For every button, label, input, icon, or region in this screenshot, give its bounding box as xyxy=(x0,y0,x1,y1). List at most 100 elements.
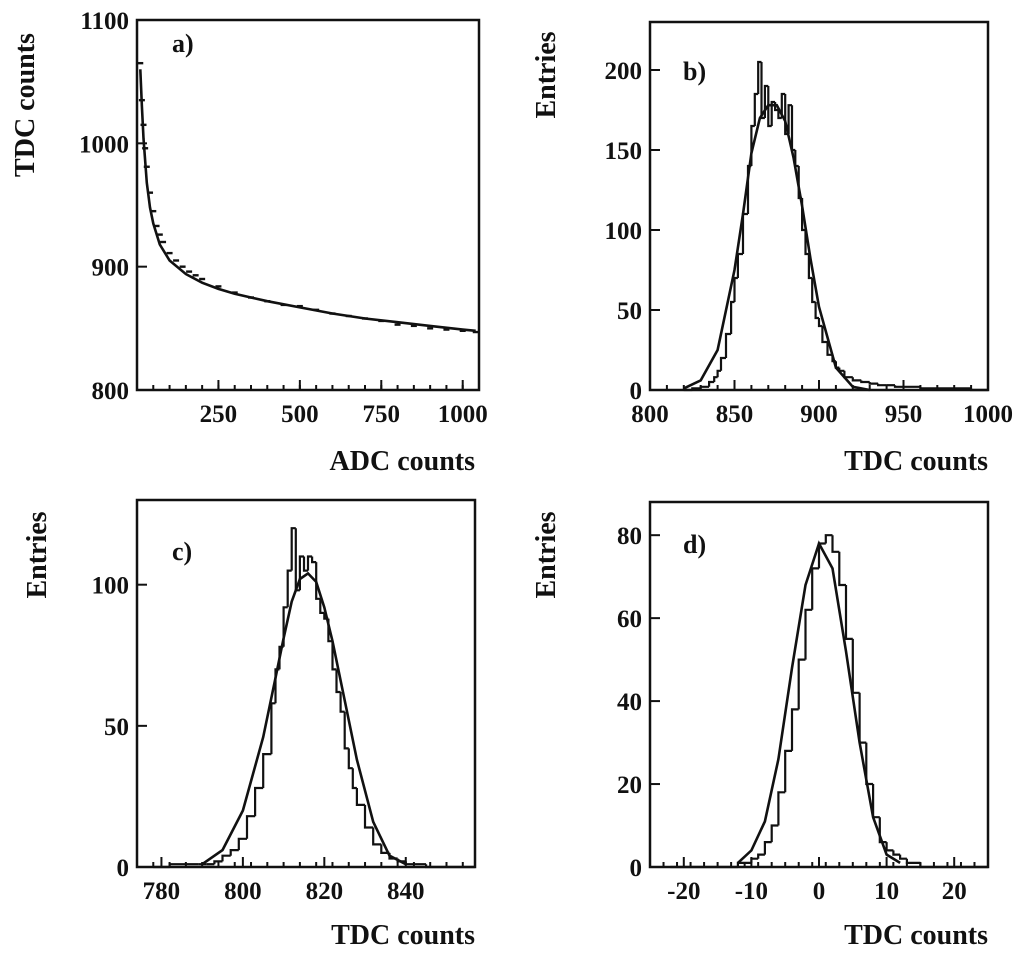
hist-bin-d-23 xyxy=(885,842,894,852)
hist-bin-d-14 xyxy=(824,534,833,544)
hist-bin-c-7 xyxy=(229,849,239,856)
y-tick-label-b-2: 100 xyxy=(605,218,643,245)
panel-label-d: d) xyxy=(683,530,706,559)
hist-bin-d-3 xyxy=(750,857,759,863)
marks-a xyxy=(137,61,479,334)
hist-bin-b-3 xyxy=(708,380,715,387)
hist-bin-b-32 xyxy=(814,302,819,320)
fit-curve-d xyxy=(737,540,901,865)
hist-bin-c-12 xyxy=(270,702,276,755)
marks-b xyxy=(683,60,988,392)
hist-bin-d-22 xyxy=(878,817,887,844)
hist-bin-b-25 xyxy=(790,105,796,152)
hist-bin-d-6 xyxy=(770,824,779,843)
plot-frame-c xyxy=(135,498,477,869)
x-tick-label-d-4: 20 xyxy=(942,878,967,905)
hist-bin-c-10 xyxy=(254,786,264,817)
x-tick-label-a-1: 500 xyxy=(281,401,319,428)
hist-bin-b-34 xyxy=(821,326,828,344)
hist-bin-b-11 xyxy=(741,212,748,254)
x-tick-label-b-4: 1000 xyxy=(963,401,1013,428)
panel-d: d) TDC counts Entries -20 -10 0 10 20 0 20 40 60… xyxy=(531,500,990,951)
hist-bin-b-16 xyxy=(760,62,765,120)
y-tick-label-b-1: 50 xyxy=(617,298,642,325)
x-tick-label-d-0: -20 xyxy=(667,878,700,905)
hist-bin-c-16 xyxy=(286,569,292,608)
x-tick-label-a-3: 1000 xyxy=(438,401,488,428)
x-tick-label-b-1: 850 xyxy=(716,401,754,428)
hist-bin-d-27 xyxy=(919,862,955,869)
hist-bin-c-5 xyxy=(213,860,223,865)
y-axis-label-d: Entries xyxy=(531,511,562,598)
fit-curve-b xyxy=(683,103,870,392)
hist-bin-b-4 xyxy=(713,376,718,382)
x-tick-label-c-0: 780 xyxy=(143,878,181,905)
hist-bin-b-30 xyxy=(807,254,813,280)
hist-bin-b-50 xyxy=(970,388,988,392)
y-tick-label-d-1: 20 xyxy=(617,772,642,799)
x-axis-label-d: TDC counts xyxy=(844,920,988,951)
hist-bin-d-19 xyxy=(858,692,867,744)
ticks-c: 780 800 820 840 0 50 100 xyxy=(92,573,464,905)
hist-bin-c-22 xyxy=(311,556,317,564)
x-tick-label-d-2: 0 xyxy=(813,878,826,905)
hist-bin-c-30 xyxy=(343,711,349,750)
y-axis-label-b: Entries xyxy=(531,31,562,118)
hist-bin-b-33 xyxy=(817,318,823,328)
hist-bin-c-40 xyxy=(425,864,447,869)
hist-bin-b-43 xyxy=(877,383,887,387)
hist-bin-c-21 xyxy=(306,555,313,571)
hist-bin-d-5 xyxy=(763,841,772,855)
hist-bin-d-17 xyxy=(844,585,853,640)
hist-bin-c-20 xyxy=(302,556,308,572)
ticks-d: -20 -10 0 10 20 0 20 40 60 80 xyxy=(617,523,989,905)
hist-bin-d-24 xyxy=(892,850,901,856)
hist-bin-c-23 xyxy=(315,562,321,600)
hist-bin-c-9 xyxy=(245,815,256,839)
hist-bin-c-33 xyxy=(355,788,365,806)
hist-bin-c-24 xyxy=(319,598,325,614)
x-axis-label-a: ADC counts xyxy=(330,446,476,477)
y-tick-label-a-1: 900 xyxy=(92,255,130,282)
hist-bin-c-34 xyxy=(363,804,374,829)
hist-bin-b-6 xyxy=(719,356,726,371)
panel-label-a: a) xyxy=(172,29,194,58)
hist-bin-d-4 xyxy=(757,853,765,859)
hist-bin-b-10 xyxy=(736,252,743,278)
x-tick-label-c-3: 840 xyxy=(387,878,425,905)
y-tick-label-d-4: 80 xyxy=(617,523,642,550)
hist-bin-b-19 xyxy=(770,100,776,126)
hist-bin-d-26 xyxy=(905,858,921,864)
y-tick-label-a-0: 800 xyxy=(92,378,130,405)
hist-bin-b-1 xyxy=(691,387,701,390)
x-tick-label-c-1: 800 xyxy=(224,878,262,905)
hist-bin-c-17 xyxy=(290,527,296,571)
hist-bin-b-31 xyxy=(811,278,816,304)
hist-bin-c-11 xyxy=(262,753,272,788)
x-tick-label-d-1: -10 xyxy=(735,878,768,905)
y-tick-label-c-2: 100 xyxy=(92,573,130,600)
x-tick-label-b-2: 900 xyxy=(800,401,838,428)
y-tick-label-d-3: 60 xyxy=(617,606,642,633)
panel-a: a) ADC counts TDC counts 250 500 750 1000 80… xyxy=(10,8,488,477)
hist-bin-d-9 xyxy=(790,708,799,751)
hist-bin-c-39 xyxy=(404,861,427,866)
hist-bin-d-18 xyxy=(851,638,860,694)
hist-bin-b-8 xyxy=(730,300,735,334)
x-tick-label-a-2: 750 xyxy=(363,401,401,428)
y-axis-label-c: Entries xyxy=(22,511,53,598)
marks-d xyxy=(670,534,988,869)
hist-bin-c-27 xyxy=(331,641,337,671)
y-tick-label-c-1: 50 xyxy=(104,714,129,741)
y-tick-label-b-4: 200 xyxy=(605,58,643,85)
hist-bin-c-32 xyxy=(351,768,357,790)
hist-bin-c-6 xyxy=(221,854,231,862)
hist-bin-b-14 xyxy=(753,92,759,126)
hist-bin-c-8 xyxy=(237,837,247,851)
hist-bin-b-2 xyxy=(699,385,710,389)
y-tick-label-a-2: 1000 xyxy=(79,131,129,158)
y-tick-label-c-0: 0 xyxy=(117,855,130,882)
ticks-b: 800 850 900 950 1000 0 50 100 150 200 xyxy=(605,58,1014,428)
y-tick-label-d-0: 0 xyxy=(630,855,643,882)
